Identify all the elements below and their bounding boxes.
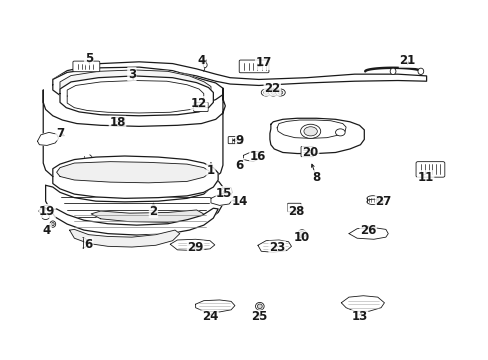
FancyBboxPatch shape: [239, 60, 268, 73]
Text: 12: 12: [190, 96, 207, 109]
Ellipse shape: [389, 68, 395, 75]
Text: 8: 8: [312, 171, 320, 184]
Text: 6: 6: [84, 238, 93, 251]
Polygon shape: [277, 120, 346, 138]
FancyBboxPatch shape: [193, 102, 208, 112]
Polygon shape: [170, 239, 214, 251]
Polygon shape: [45, 181, 223, 229]
Ellipse shape: [255, 302, 264, 310]
Polygon shape: [57, 162, 210, 183]
Polygon shape: [53, 67, 223, 106]
Circle shape: [263, 91, 268, 94]
Polygon shape: [341, 296, 384, 311]
Polygon shape: [348, 228, 387, 239]
Ellipse shape: [257, 304, 262, 309]
Text: 4: 4: [197, 54, 205, 67]
Circle shape: [41, 214, 49, 220]
Ellipse shape: [203, 63, 207, 67]
FancyBboxPatch shape: [73, 61, 100, 72]
Text: 22: 22: [264, 82, 280, 95]
Text: 3: 3: [127, 68, 136, 81]
Text: 9: 9: [235, 134, 244, 147]
Text: 26: 26: [359, 224, 376, 237]
Ellipse shape: [299, 231, 304, 236]
Ellipse shape: [366, 199, 378, 204]
Circle shape: [278, 91, 282, 94]
Polygon shape: [60, 70, 210, 103]
Text: 1: 1: [206, 164, 215, 177]
Polygon shape: [195, 300, 234, 312]
Polygon shape: [53, 62, 426, 85]
Ellipse shape: [50, 221, 56, 227]
Circle shape: [270, 91, 275, 94]
Text: 11: 11: [417, 171, 433, 184]
Ellipse shape: [51, 222, 54, 226]
Polygon shape: [67, 81, 203, 113]
Polygon shape: [210, 193, 232, 206]
Polygon shape: [60, 76, 213, 116]
Text: 7: 7: [56, 127, 64, 140]
Polygon shape: [53, 156, 218, 198]
Text: 29: 29: [187, 241, 203, 254]
Text: 6: 6: [235, 159, 244, 172]
Ellipse shape: [304, 127, 317, 136]
Text: 24: 24: [202, 310, 218, 323]
Text: 10: 10: [293, 231, 309, 244]
FancyBboxPatch shape: [113, 118, 124, 126]
Polygon shape: [257, 240, 291, 252]
Text: 2: 2: [149, 204, 157, 217]
Text: 16: 16: [249, 149, 265, 162]
Polygon shape: [50, 208, 218, 235]
Polygon shape: [269, 118, 364, 154]
Ellipse shape: [297, 230, 305, 238]
Text: 25: 25: [250, 310, 266, 323]
Text: 13: 13: [351, 310, 367, 323]
Ellipse shape: [300, 124, 320, 138]
Ellipse shape: [366, 196, 378, 201]
Polygon shape: [243, 151, 258, 162]
Text: 15: 15: [216, 186, 232, 199]
Text: 4: 4: [43, 224, 51, 237]
Text: 23: 23: [268, 241, 285, 254]
Polygon shape: [219, 187, 232, 196]
Text: 5: 5: [84, 52, 93, 65]
FancyBboxPatch shape: [415, 162, 444, 177]
Circle shape: [335, 129, 345, 136]
Text: 17: 17: [255, 57, 271, 69]
FancyBboxPatch shape: [228, 136, 242, 144]
Circle shape: [275, 89, 285, 96]
Circle shape: [261, 89, 270, 96]
Polygon shape: [38, 132, 59, 145]
Text: 14: 14: [231, 195, 247, 208]
Text: 20: 20: [302, 146, 318, 159]
FancyBboxPatch shape: [287, 203, 301, 212]
Text: 18: 18: [109, 116, 125, 129]
Text: 28: 28: [287, 204, 304, 217]
Text: 19: 19: [39, 204, 55, 217]
Polygon shape: [43, 88, 225, 186]
Text: 21: 21: [399, 54, 415, 67]
Polygon shape: [69, 229, 180, 247]
Circle shape: [268, 89, 278, 96]
Text: 27: 27: [375, 195, 391, 208]
Ellipse shape: [417, 68, 423, 75]
Polygon shape: [91, 210, 206, 222]
FancyBboxPatch shape: [301, 147, 313, 157]
Polygon shape: [39, 206, 53, 215]
